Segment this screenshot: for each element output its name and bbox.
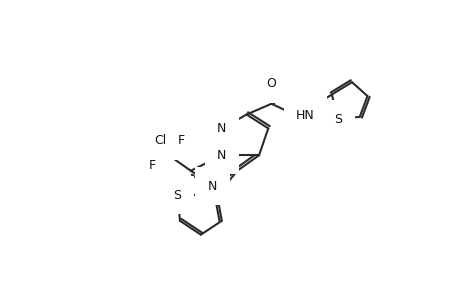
Text: O: O — [266, 77, 276, 90]
Text: N: N — [207, 180, 217, 193]
Text: N: N — [217, 122, 226, 135]
Text: N: N — [217, 149, 226, 162]
Text: HN: HN — [296, 109, 314, 122]
Text: F: F — [178, 134, 185, 147]
Text: S: S — [173, 189, 181, 202]
Text: Cl: Cl — [154, 134, 166, 147]
Text: S: S — [333, 113, 341, 126]
Text: F: F — [148, 159, 155, 172]
